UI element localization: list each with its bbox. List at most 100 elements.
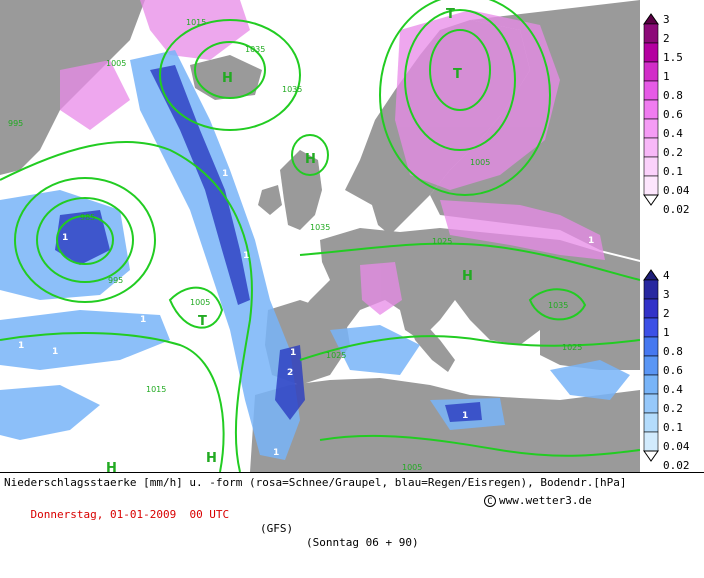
pressure-label: 1035: [245, 45, 265, 54]
scale-tick-label: 0.4: [663, 127, 683, 140]
weather-map: 1015 1035 1005 995 985 995 1035 1005 101…: [0, 0, 640, 472]
scale-tick-label: 0.02: [663, 203, 690, 216]
scale-swatch: [643, 61, 659, 82]
pressure-label: 1005: [190, 298, 210, 307]
precip-value: 1: [62, 233, 68, 243]
pressure-labels: 1015 1035 1005 995 985 995 1035 1005 101…: [8, 18, 582, 472]
scale-tick-label: 0.02: [663, 459, 690, 472]
scale-swatch: [643, 431, 659, 452]
scale-swatch: [643, 23, 659, 44]
scale-swatch: [643, 336, 659, 357]
scale-tick-label: 0.6: [663, 108, 683, 121]
precip-value: 1: [273, 448, 279, 458]
scale-tick-label: 4: [663, 269, 670, 282]
precip-value: 1: [370, 311, 376, 321]
scale-arrow-bottom: [643, 194, 659, 206]
scale-tick-label: 2: [663, 307, 670, 320]
pressure-label: 1035: [310, 223, 330, 232]
rain-color-scale: 4 3 2 1 0.8 0.6 0.4 0.2 0.1 0.04 0.02: [640, 266, 704, 496]
map-canvas: 1015 1035 1005 995 985 995 1035 1005 101…: [0, 0, 640, 472]
pressure-label: 1025: [562, 343, 582, 352]
pressure-label: 1005: [402, 463, 422, 472]
precip-values: 1 1 1 1 1 2 1 1 1 1 1 1: [18, 169, 594, 458]
copyright-icon: C: [484, 495, 496, 507]
pressure-label: 1005: [106, 59, 126, 68]
heavy-rain-areas: [55, 65, 482, 422]
pressure-label: 1025: [432, 237, 452, 246]
scale-tick-label: 0.4: [663, 383, 683, 396]
scale-tick-label: 1: [663, 326, 670, 339]
scale-tick-label: 0.1: [663, 165, 683, 178]
scale-tick-label: 3: [663, 288, 670, 301]
scale-tick-label: 1.5: [663, 51, 683, 64]
scale-arrow-bottom: [643, 450, 659, 462]
model-name: (GFS): [260, 522, 294, 535]
scale-arrow-top: [643, 13, 659, 25]
high-marker: H: [462, 269, 473, 284]
pressure-label: 1035: [282, 85, 302, 94]
low-marker: T: [446, 7, 455, 22]
pressure-label: 1035: [548, 301, 568, 310]
snow-color-scale: 3 2 1.5 1 0.8 0.6 0.4 0.2 0.1 0.04 0.02: [640, 10, 704, 240]
scale-swatch: [643, 80, 659, 101]
legend-panel: 3 2 1.5 1 0.8 0.6 0.4 0.2 0.1 0.04 0.02 4 3 2 1 0.8 0.6…: [640, 0, 704, 472]
scale-swatch: [643, 118, 659, 139]
scale-tick-label: 0.8: [663, 345, 683, 358]
scale-swatch: [643, 42, 659, 63]
scale-swatch: [643, 175, 659, 196]
pressure-label: 995: [8, 119, 23, 128]
high-marker: H: [222, 71, 233, 86]
precip-value: 1: [462, 411, 468, 421]
precip-value: 1: [290, 348, 296, 358]
scale-swatch: [643, 99, 659, 120]
isobars: [0, 0, 640, 472]
precip-value: 1: [18, 341, 24, 351]
model-run: (Sonntag 06 + 90): [306, 536, 419, 549]
rain-scale-bar: [643, 269, 659, 462]
precip-value: 1: [222, 169, 228, 179]
snow-areas: [60, 0, 605, 315]
precip-value: 1: [52, 347, 58, 357]
snow-scale-bar: [643, 13, 659, 206]
pressure-label: 1005: [470, 158, 490, 167]
scale-tick-label: 0.1: [663, 421, 683, 434]
pressure-label: 1015: [186, 18, 206, 27]
forecast-date: Donnerstag, 01-01-2009 00 UTC: [30, 508, 230, 521]
scale-tick-label: 0.04: [663, 440, 690, 453]
high-marker: H: [305, 152, 316, 167]
precip-value: 2: [287, 368, 293, 378]
pressure-centers: H H H H H T T T: [106, 7, 473, 472]
caption-meta: Donnerstag, 01-01-2009 00 UTC (GFS) (Son…: [4, 494, 592, 578]
pressure-label: 1025: [326, 351, 346, 360]
scale-swatch: [643, 279, 659, 300]
scale-swatch: [643, 374, 659, 395]
precip-value: 1: [140, 315, 146, 325]
scale-swatch: [643, 137, 659, 158]
scale-swatch: [643, 412, 659, 433]
scale-swatch: [643, 317, 659, 338]
high-marker: H: [106, 461, 117, 472]
scale-arrow-top: [643, 269, 659, 281]
scale-tick-label: 2: [663, 32, 670, 45]
low-marker: T: [198, 314, 207, 329]
low-marker: T: [453, 67, 462, 82]
pressure-label: 985: [80, 213, 95, 222]
scale-swatch: [643, 298, 659, 319]
map-caption: Niederschlagsstaerke [mm/h] u. -form (ro…: [0, 472, 704, 549]
caption-description: Niederschlagsstaerke [mm/h] u. -form (ro…: [4, 476, 627, 489]
scale-tick-label: 0.2: [663, 146, 683, 159]
precip-value: 1: [243, 251, 249, 261]
scale-tick-label: 0.2: [663, 402, 683, 415]
scale-tick-label: 0.04: [663, 184, 690, 197]
pressure-label: 1015: [146, 385, 166, 394]
scale-swatch: [643, 355, 659, 376]
scale-swatch: [643, 393, 659, 414]
site-url: www.wetter3.de: [499, 494, 592, 507]
scale-tick-label: 3: [663, 13, 670, 26]
scale-tick-label: 1: [663, 70, 670, 83]
precip-value: 1: [588, 236, 594, 246]
pressure-label: 995: [108, 276, 123, 285]
scale-swatch: [643, 156, 659, 177]
high-marker: H: [206, 451, 217, 466]
